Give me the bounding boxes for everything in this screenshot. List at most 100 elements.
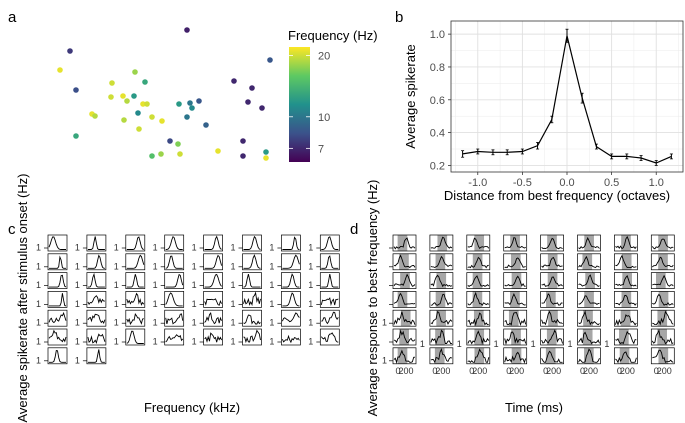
response-subplot <box>429 234 454 252</box>
panel-d-y-axis-label: Average response to best frequency (Hz) <box>365 180 380 417</box>
subplot-frame <box>614 272 638 289</box>
stimulus-window <box>399 253 409 270</box>
subplot-frame <box>650 253 675 271</box>
response-subplot <box>389 272 417 289</box>
subplot-frame <box>125 253 146 271</box>
subplot-line <box>467 291 489 306</box>
subplot-line <box>204 312 223 325</box>
panel-b-y-axis-label: Average spikerate <box>403 44 418 149</box>
subplot-x-tick-label: 0 <box>543 366 548 376</box>
subplot-line <box>578 236 600 250</box>
subplot-frame <box>614 291 638 308</box>
subplot-y-tick-label: 1 <box>75 299 80 309</box>
subplot-line <box>467 237 490 249</box>
subplot-line <box>504 331 527 346</box>
subplot-line <box>393 349 416 364</box>
response-subplot <box>429 291 454 308</box>
subplot-frame <box>540 253 564 271</box>
response-subplot <box>503 291 528 308</box>
subplot-frame <box>650 328 675 346</box>
subplot-y-tick-label: 1 <box>230 318 235 328</box>
subplot-frame <box>392 347 417 365</box>
tuning-subplot: 1 <box>269 309 301 328</box>
subplot-y-tick-label: 1 <box>269 299 274 309</box>
subplot-line <box>652 274 674 287</box>
subplot-line <box>541 329 564 344</box>
scatter-panel-a <box>57 27 273 161</box>
subplot-frame <box>281 253 301 271</box>
x-tick-label: -0.5 <box>513 177 532 189</box>
subplot-frame <box>203 253 223 271</box>
subplot-frame <box>203 272 223 289</box>
subplot-y-tick-label: 1 <box>531 339 536 349</box>
tuning-subplot: 1 <box>153 253 185 271</box>
scatter-point <box>135 110 141 116</box>
subplot-line <box>430 329 452 345</box>
subplot-frame <box>125 272 146 289</box>
subplot-line <box>126 292 145 306</box>
response-subplot <box>650 328 675 346</box>
tuning-subplot: 1 <box>75 347 107 365</box>
scatter-point <box>142 79 148 85</box>
subplot-line <box>243 291 261 307</box>
subplot-y-tick-label: 1 <box>567 339 572 349</box>
scatter-point <box>231 78 237 84</box>
subplot-line <box>87 313 106 325</box>
y-tick-label: 0.2 <box>430 160 445 172</box>
scatter-point <box>263 155 269 161</box>
subplot-y-tick-label: 1 <box>230 243 235 253</box>
subplot-line <box>165 235 183 250</box>
tuning-subplot: 1 <box>230 309 262 328</box>
subplot-line <box>578 255 600 269</box>
response-subplot <box>577 272 601 289</box>
colorbar-legend: Frequency (Hz) 20 10 7 <box>288 28 378 162</box>
scatter-point <box>149 153 155 159</box>
subplot-line <box>243 254 261 269</box>
subplot-y-tick-label: 1 <box>420 339 425 349</box>
subplot-line <box>651 256 674 268</box>
subplot-frame <box>650 309 675 327</box>
subplot-frame <box>392 309 417 327</box>
response-subplot <box>614 272 638 289</box>
subplot-line <box>320 332 339 343</box>
scatter-point <box>175 141 181 147</box>
subplot-line <box>504 237 526 249</box>
stimulus-window <box>545 347 556 364</box>
stimulus-window <box>582 253 593 270</box>
response-subplot <box>614 309 638 327</box>
subplot-frame <box>503 291 528 308</box>
subplot-line <box>87 349 105 363</box>
scatter-point <box>124 98 130 104</box>
tuning-subplot: 1 <box>114 309 146 328</box>
tuning-subplot: 1 <box>75 291 107 309</box>
stimulus-window <box>435 253 446 270</box>
subplot-frame <box>86 291 107 308</box>
subplot-frame <box>503 253 528 271</box>
subplot-y-tick-label: 1 <box>308 318 313 328</box>
frequency-tuning-grid-c: 1 1 1 1 1 1 1 1 1 1 1 1 1 1 1 1 1 1 1 1 1 1 1 1 1 1 1 1 1 1 1 1 1 1 1 1 1 1 1 1… <box>36 234 340 365</box>
tuning-subplot: 1 <box>36 253 68 271</box>
subplot-frame <box>164 272 185 289</box>
subplot-line <box>243 273 261 288</box>
response-subplot <box>577 253 601 271</box>
subplot-frame <box>242 291 262 308</box>
subplot-frame <box>164 309 185 327</box>
subplot-line <box>243 314 261 325</box>
subplot-y-tick-label: 1 <box>36 337 41 347</box>
subplot-frame <box>614 234 638 252</box>
response-subplot <box>429 253 454 271</box>
subplot-line <box>321 255 339 269</box>
scatter-point <box>184 114 190 120</box>
stimulus-window <box>658 347 669 364</box>
response-subplot <box>540 253 564 271</box>
response-subplot <box>389 234 417 252</box>
subplot-line <box>87 254 105 269</box>
response-subplot <box>389 253 417 271</box>
subplot-frame <box>86 347 107 365</box>
subplot-frame <box>577 272 601 289</box>
tuning-subplot: 1 <box>192 253 223 271</box>
subplot-x-tick-label: 0 <box>617 366 622 376</box>
